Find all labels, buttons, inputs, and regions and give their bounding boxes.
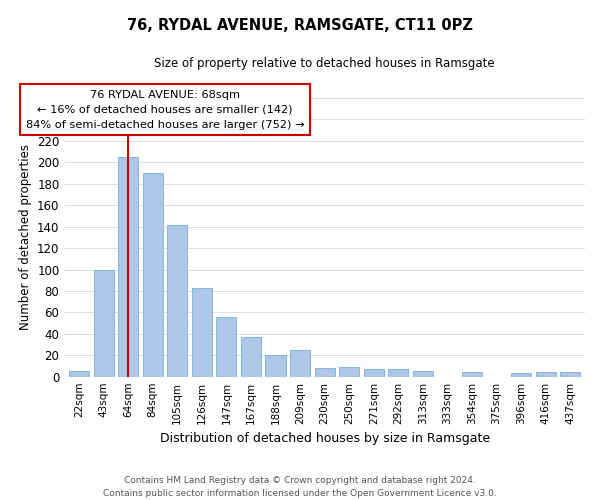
X-axis label: Distribution of detached houses by size in Ramsgate: Distribution of detached houses by size … bbox=[160, 432, 490, 445]
Bar bbox=[265, 355, 286, 376]
Bar bbox=[118, 157, 138, 376]
Title: Size of property relative to detached houses in Ramsgate: Size of property relative to detached ho… bbox=[154, 58, 495, 70]
Bar bbox=[388, 369, 409, 376]
Text: 76 RYDAL AVENUE: 68sqm
← 16% of detached houses are smaller (142)
84% of semi-de: 76 RYDAL AVENUE: 68sqm ← 16% of detached… bbox=[26, 90, 304, 130]
Bar bbox=[413, 372, 433, 376]
Bar bbox=[241, 337, 261, 376]
Bar bbox=[511, 374, 531, 376]
Bar bbox=[364, 369, 384, 376]
Bar bbox=[94, 270, 113, 376]
Y-axis label: Number of detached properties: Number of detached properties bbox=[19, 144, 32, 330]
Bar bbox=[143, 173, 163, 376]
Text: 76, RYDAL AVENUE, RAMSGATE, CT11 0PZ: 76, RYDAL AVENUE, RAMSGATE, CT11 0PZ bbox=[127, 18, 473, 32]
Bar bbox=[560, 372, 580, 376]
Bar bbox=[314, 368, 335, 376]
Bar bbox=[462, 372, 482, 376]
Bar bbox=[192, 288, 212, 376]
Bar bbox=[339, 367, 359, 376]
Bar bbox=[290, 350, 310, 376]
Text: Contains HM Land Registry data © Crown copyright and database right 2024.
Contai: Contains HM Land Registry data © Crown c… bbox=[103, 476, 497, 498]
Bar bbox=[69, 372, 89, 376]
Bar bbox=[167, 224, 187, 376]
Bar bbox=[217, 316, 236, 376]
Bar bbox=[536, 372, 556, 376]
